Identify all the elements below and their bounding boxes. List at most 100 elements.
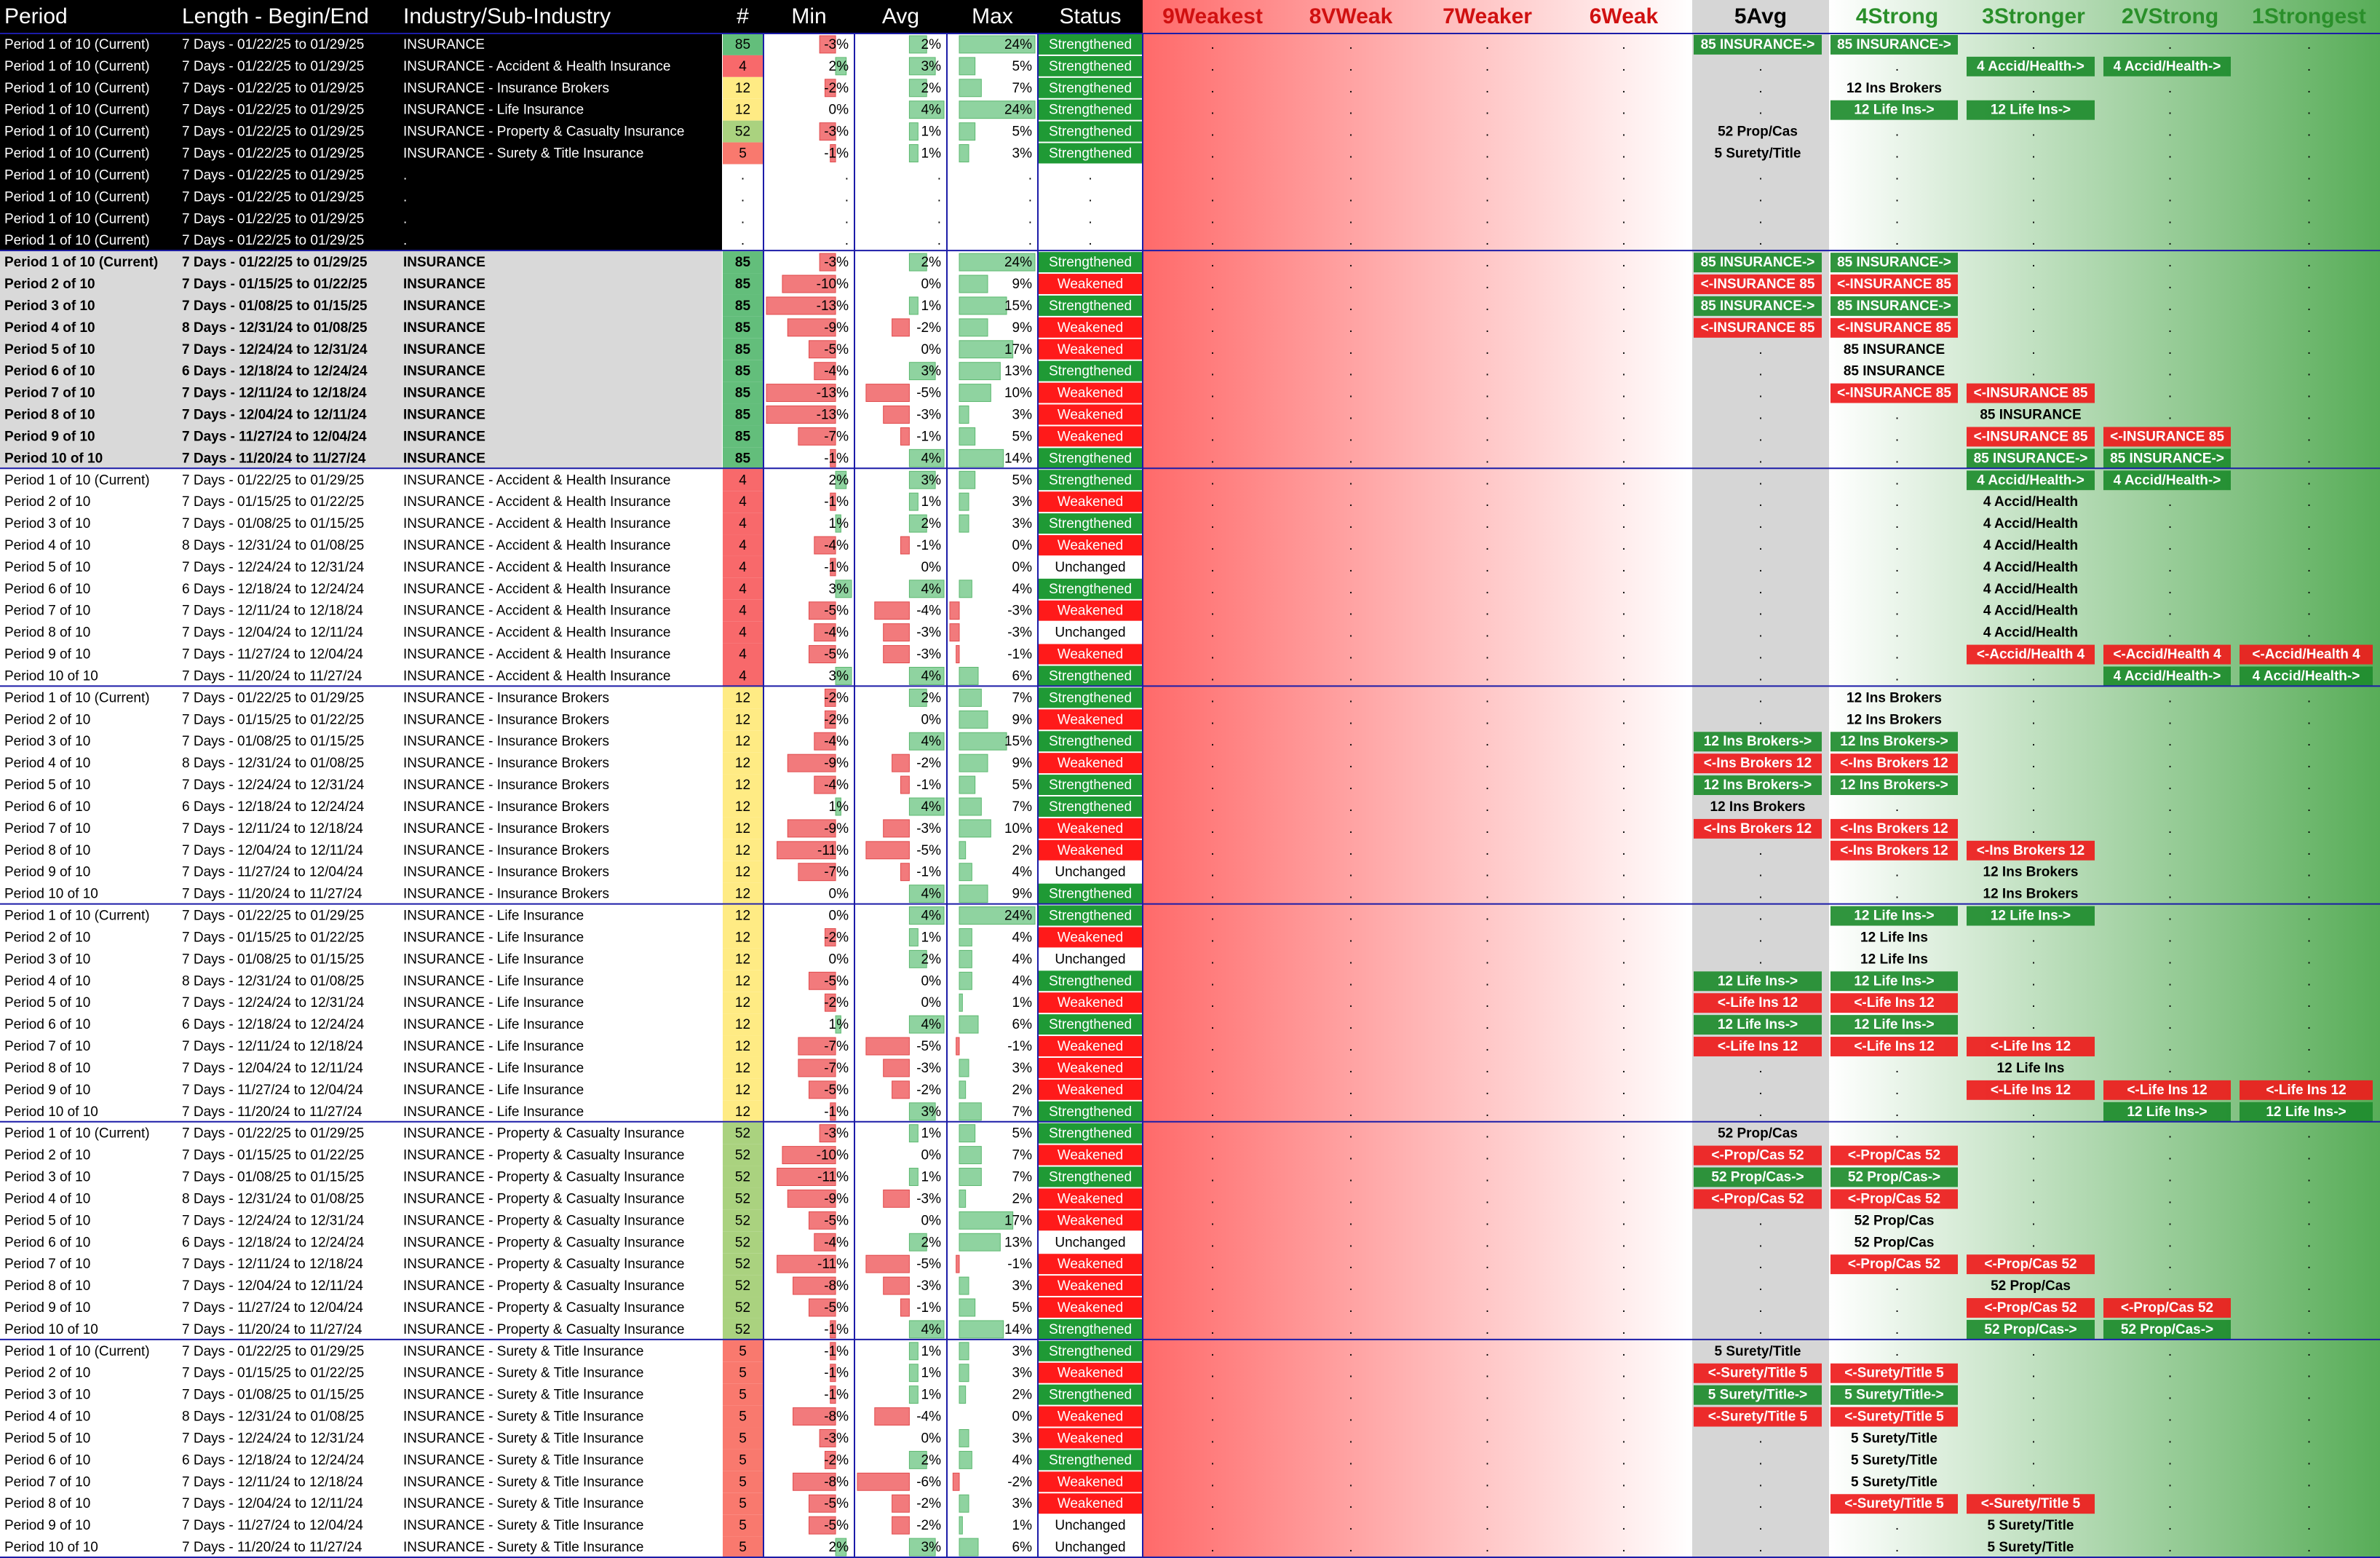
zone-text: .: [2307, 538, 2311, 553]
status-text: Weakened: [1058, 1300, 1124, 1316]
count-text: .: [741, 167, 745, 183]
cell-text: Period 1 of 10 (Current): [4, 909, 150, 924]
zone-text: .: [1758, 516, 1762, 531]
count-cell: [723, 1275, 763, 1297]
data-bar: [814, 1233, 836, 1251]
cell-number: 3%: [921, 364, 942, 379]
cell-number: .: [1028, 233, 1032, 248]
cell-number: 2%: [1012, 1388, 1033, 1403]
cell-number: 24%: [1004, 37, 1032, 52]
zone-label: <-INSURANCE 85: [1837, 386, 1951, 401]
zone-text: .: [1349, 494, 1352, 510]
data-bar: [809, 1080, 836, 1099]
cell-number: 0%: [921, 1431, 942, 1446]
data-bar: [809, 1298, 836, 1317]
count-text: 12: [735, 930, 750, 945]
zone-text: .: [1485, 124, 1489, 140]
status-text: Weakened: [1058, 320, 1124, 336]
zone-label: <-Life Ins 12: [1854, 995, 1934, 1011]
zone-text: .: [2031, 1388, 2035, 1403]
zone-text: .: [1622, 1104, 1625, 1120]
data-bar: [830, 1342, 836, 1361]
cell-number: 4%: [921, 887, 942, 902]
zone-label-bg: [1830, 1167, 1958, 1187]
status-text: Weakened: [1058, 647, 1124, 663]
cell-text: Period 3 of 10: [4, 734, 90, 749]
status-bg: [1039, 709, 1142, 730]
zone-text: .: [1210, 1170, 1214, 1185]
zone-text: .: [1210, 255, 1214, 270]
data-bar: [809, 1516, 836, 1535]
zone-text: .: [2307, 799, 2311, 815]
data-bar: [959, 492, 969, 511]
zone-text: .: [2307, 1213, 2311, 1228]
status-bg: [1039, 535, 1142, 555]
count-cell: [723, 1427, 763, 1450]
zone-text: .: [1349, 1366, 1352, 1381]
cell-text: Period 1 of 10 (Current): [4, 37, 150, 52]
count-text: 12: [735, 756, 750, 771]
zone-text: .: [1210, 1104, 1214, 1120]
count-cell: [723, 1231, 763, 1254]
data-bar: [809, 601, 836, 620]
zone-text: .: [2168, 625, 2172, 641]
count-text: 12: [735, 734, 750, 749]
count-text: 12: [735, 1017, 750, 1032]
zone-text: .: [1349, 167, 1352, 183]
zone-text: .: [1485, 1540, 1489, 1555]
cell-text: Period 8 of 10: [4, 1496, 90, 1511]
cell-text: 7 Days - 12/24/24 to 12/31/24: [182, 1431, 365, 1446]
count-cell: [723, 142, 763, 165]
cell-number: 4%: [1012, 930, 1033, 945]
cell-number: -8%: [824, 1474, 849, 1490]
data-bar: [959, 1080, 967, 1099]
zone-text: .: [2031, 81, 2035, 96]
zone-text: .: [1349, 647, 1352, 663]
zone-text: .: [2168, 799, 2172, 815]
status-text: Strengthened: [1049, 81, 1132, 96]
cell-number: 2%: [921, 37, 942, 52]
cell-number: -3%: [824, 1431, 849, 1446]
count-cell: [723, 1100, 763, 1123]
zone-text: .: [2168, 167, 2172, 183]
data-bar: [908, 296, 919, 315]
zone-label: <-Accid/Health 4: [2252, 647, 2360, 663]
zone-text: 12 Life Ins: [1860, 930, 1928, 945]
zone-text: .: [2307, 756, 2311, 771]
cell-number: -2%: [824, 712, 849, 727]
zone-text: .: [1758, 1235, 1762, 1250]
zone-text: .: [2168, 37, 2172, 52]
cell-text: INSURANCE - Accident & Health Insurance: [403, 494, 671, 510]
zone-text: .: [1758, 103, 1762, 118]
status-text: Strengthened: [1049, 298, 1132, 314]
zone-text: .: [1485, 538, 1489, 553]
column-header: Industry/Sub-Industry: [403, 4, 611, 28]
zone-text: .: [1210, 494, 1214, 510]
zone-text: .: [1349, 298, 1352, 314]
zone-text: .: [2168, 538, 2172, 553]
zone-text: .: [1349, 1039, 1352, 1054]
cell-number: 5%: [1012, 59, 1033, 74]
cell-number: -2%: [916, 1496, 941, 1511]
zone-text: .: [1622, 756, 1625, 771]
data-bar: [908, 1102, 936, 1121]
zone-text: .: [2307, 1278, 2311, 1294]
cell-number: -3%: [1007, 625, 1032, 641]
count-cell: [723, 447, 763, 470]
zone-text: .: [1895, 1083, 1899, 1098]
data-bar: [959, 775, 976, 794]
zone-text: .: [1485, 37, 1489, 52]
zone-text: .: [1349, 930, 1352, 945]
data-bar: [908, 688, 927, 707]
zone-text: .: [1622, 1017, 1625, 1032]
zone-text: .: [1485, 494, 1489, 510]
zone-label-bg: [1967, 100, 2095, 120]
zone-text: 52 Prop/Cas: [1718, 124, 1798, 140]
cell-number: -3%: [916, 625, 941, 641]
cell-number: 1%: [921, 1344, 942, 1359]
count-text: 5: [739, 1388, 747, 1403]
count-cell: [723, 513, 763, 535]
cell-number: 6%: [1012, 1017, 1033, 1032]
cell-text: 6 Days - 12/18/24 to 12/24/24: [182, 364, 368, 379]
cell-number: -13%: [817, 408, 849, 423]
